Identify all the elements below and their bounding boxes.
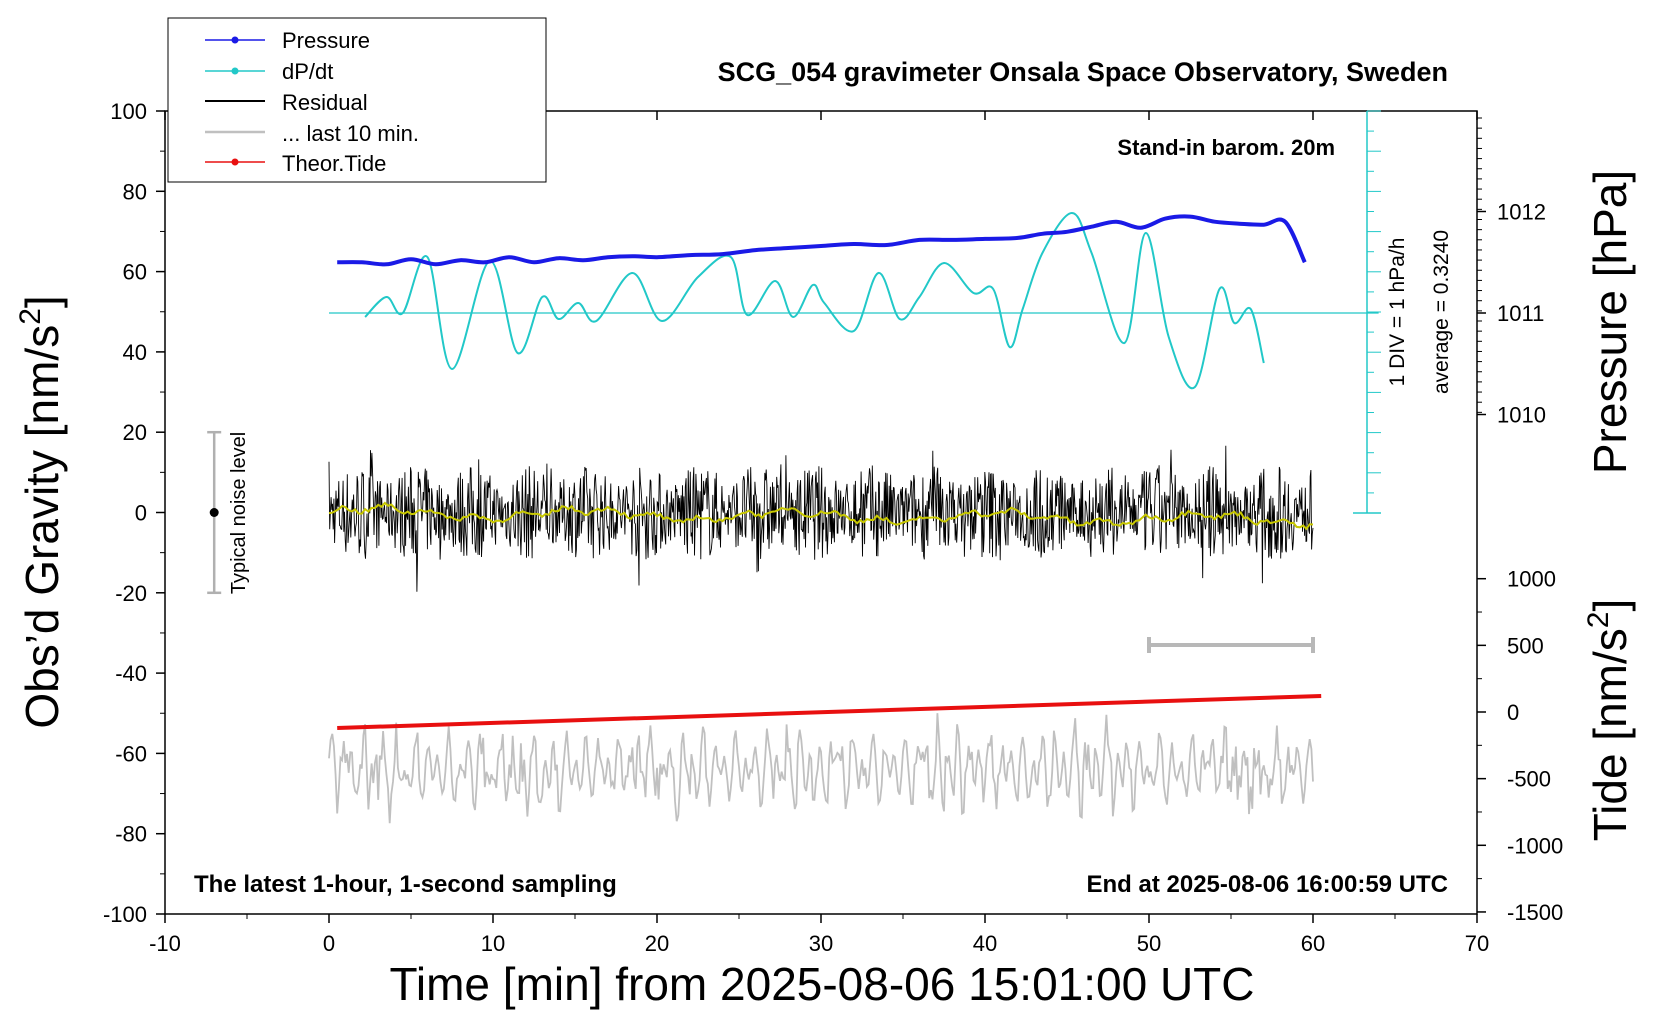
x-tick-label: 50 (1137, 931, 1161, 956)
y-axis-label-tide-end: ] (1584, 599, 1636, 612)
y-axis-label-tide: Tide [nm/s2] (1582, 599, 1636, 842)
dpdt-line (364, 211, 1265, 390)
y-tick-label: -60 (115, 741, 147, 766)
y-axis-label-tide-sup: 2 (1582, 612, 1615, 629)
x-tick-label: 0 (323, 931, 335, 956)
y-tick-label: -20 (115, 581, 147, 606)
average-note: average = 0.3240 (1430, 230, 1453, 394)
tide-tick-label: -500 (1507, 767, 1551, 792)
legend-dot-pressure (231, 36, 239, 44)
tide-tick-label: -1000 (1507, 833, 1563, 858)
legend-label-pressure: Pressure (282, 28, 370, 53)
pressure-line (337, 214, 1307, 267)
residual-line (328, 445, 1314, 592)
legend-label-tide: Theor.Tide (282, 151, 386, 176)
tide-tick-labels: 1000 500 0 -500 -1000 -1500 (1507, 567, 1563, 925)
y-axis-label-left-text: Obs’d Gravity [nm/s (16, 325, 68, 729)
axis-ticks (156, 110, 1486, 923)
y-tick-label: 80 (123, 179, 147, 204)
noise-level-dot (209, 508, 219, 517)
y-tick-label: 20 (123, 420, 147, 445)
y-axis-label-pressure: Pressure [hPa] (1584, 170, 1636, 474)
pressure-tick-label: 1011 (1497, 301, 1544, 326)
y-tick-label: 100 (110, 99, 147, 124)
tide-tick-label: 1000 (1507, 567, 1556, 592)
x-tick-label: 30 (809, 931, 833, 956)
legend: Pressure dP/dt Residual ... last 10 min.… (167, 17, 547, 183)
x-axis-label: Time [min] from 2025-08-06 15:01:00 UTC (390, 958, 1255, 1010)
legend-label-dpdt: dP/dt (282, 59, 333, 84)
y-tick-label: 40 (123, 340, 147, 365)
div-note: 1 DIV = 1 hPa/h (1386, 238, 1409, 387)
y-axis-label-tide-text: Tide [nm/s (1584, 628, 1636, 841)
tide-tick-label: -1500 (1507, 900, 1563, 925)
x-tick-label: 60 (1301, 931, 1325, 956)
y-tick-label: -40 (115, 661, 147, 686)
series-lines (207, 110, 1381, 824)
end-time-note: End at 2025-08-06 16:00:59 UTC (1087, 871, 1449, 898)
barometer-note: Stand-in barom. 20m (1117, 135, 1335, 160)
last-10-min-line (328, 713, 1314, 824)
y-axis-label-left-end: ] (16, 295, 68, 308)
tide-tick-label: 500 (1507, 633, 1544, 658)
y-tick-label: -80 (115, 822, 147, 847)
legend-dot-tide (231, 158, 239, 166)
pressure-tick-label: 1012 (1497, 200, 1546, 225)
x-tick-label: 10 (481, 931, 505, 956)
legend-dot-dpdt (231, 67, 239, 75)
pressure-tick-labels: 1012 1011 1010 (1497, 200, 1546, 428)
x-tick-label: -10 (149, 931, 181, 956)
y-axis-label-left-sup: 2 (14, 308, 47, 325)
x-tick-label: 20 (645, 931, 669, 956)
y-tick-label: 0 (135, 501, 147, 526)
y-tick-label: 60 (123, 260, 147, 285)
x-tick-label: 40 (973, 931, 997, 956)
pressure-tick-label: 1010 (1497, 403, 1546, 428)
y-tick-labels: 100 80 60 40 20 0 -20 -40 -60 -80 -100 (103, 99, 147, 927)
legend-label-last10: ... last 10 min. (282, 121, 419, 146)
legend-label-residual: Residual (282, 90, 368, 115)
y-tick-label: -100 (103, 902, 147, 927)
y-axis-label-left: Obs’d Gravity [nm/s2] (14, 295, 68, 728)
latest-hour-note: The latest 1-hour, 1-second sampling (194, 871, 617, 898)
tide-tick-label: 0 (1507, 700, 1519, 725)
chart-title: SCG_054 gravimeter Onsala Space Observat… (718, 57, 1448, 87)
x-tick-labels: -10 0 10 20 30 40 50 60 70 (149, 931, 1489, 956)
x-tick-label: 70 (1465, 931, 1489, 956)
residual-smooth-line (328, 501, 1314, 531)
theor-tide-line (337, 694, 1322, 730)
noise-level-label: Typical noise level (228, 432, 250, 594)
